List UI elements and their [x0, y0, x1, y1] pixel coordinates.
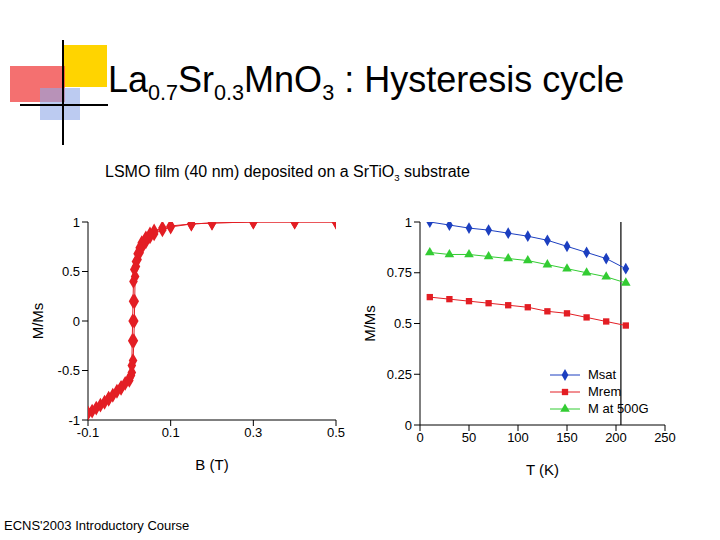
svg-text:M/Ms: M/Ms [29, 303, 46, 340]
svg-text:1: 1 [73, 215, 80, 230]
svg-text:100: 100 [507, 430, 529, 445]
html-text:Msat: Msat [588, 367, 617, 382]
svg-text:0.5: 0.5 [327, 425, 345, 440]
svg-text:200: 200 [605, 430, 627, 445]
svg-text:0.5: 0.5 [62, 264, 80, 279]
html-text:La0.7Sr0.3MnO3: Hysteresis cyc: La0.7Sr0.3MnO3: Hysteresis cycle [108, 59, 625, 106]
svg-text:B (T): B (T) [195, 456, 228, 473]
svg-text:-0.5: -0.5 [58, 363, 80, 378]
svg-text:1: 1 [405, 215, 412, 230]
svg-text:150: 150 [556, 430, 578, 445]
svg-text:-1: -1 [68, 413, 80, 428]
svg-text:50: 50 [462, 430, 476, 445]
svg-text:0.1: 0.1 [162, 425, 180, 440]
html-text:M at 500G: M at 500G [588, 401, 649, 416]
svg-text:T (K): T (K) [526, 461, 559, 478]
svg-text:0.5: 0.5 [394, 316, 412, 331]
svg-text:0.3: 0.3 [244, 425, 262, 440]
svg-text:0.75: 0.75 [387, 265, 412, 280]
html-text:Mrem: Mrem [588, 384, 622, 399]
svg-text:0.25: 0.25 [387, 367, 412, 382]
svg-text:0: 0 [73, 314, 80, 329]
svg-text:250: 250 [654, 430, 676, 445]
svg-text:0: 0 [405, 418, 412, 433]
svg-text:-0.1: -0.1 [77, 425, 99, 440]
svg-text:0: 0 [416, 430, 423, 445]
html-text:LSMO film (40 nm) deposited on: LSMO film (40 nm) deposited on a SrTiO3s… [105, 163, 470, 184]
html-text:ECNS'2003 Introductory Course: ECNS'2003 Introductory Course [4, 518, 190, 533]
svg-text:M/Ms: M/Ms [361, 305, 378, 342]
